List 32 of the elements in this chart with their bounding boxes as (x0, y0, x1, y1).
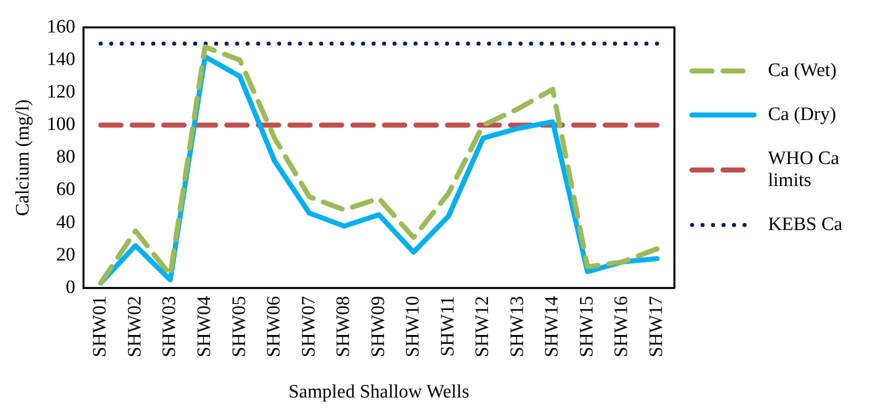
y-axis-title: Calcium (mg/l) (12, 99, 34, 216)
x-tick-label: SHW12 (472, 296, 494, 358)
y-tick-label: 80 (56, 146, 76, 168)
x-tick-label: SHW15 (576, 296, 598, 358)
y-tick-label: 0 (66, 276, 76, 298)
x-tick-label: SHW11 (437, 296, 458, 357)
y-tick-label: 100 (46, 114, 76, 136)
x-tick-label: SHW07 (298, 296, 320, 358)
y-tick-label: 120 (46, 82, 76, 103)
x-axis-title: Sampled Shallow Wells (288, 382, 470, 403)
y-tick-label: 60 (56, 179, 76, 200)
x-tick-label: SHW03 (159, 296, 180, 358)
legend-label: Ca (Dry) (768, 104, 836, 126)
x-tick-label: SHW17 (646, 296, 668, 358)
x-tick-label: SHW13 (506, 296, 528, 358)
x-tick-label: SHW04 (194, 295, 215, 358)
x-tick-label: SHW01 (90, 296, 111, 358)
x-tick-label: SHW05 (228, 296, 250, 358)
x-tick-label: SHW10 (402, 296, 424, 358)
x-tick-label: SHW14 (542, 295, 563, 358)
y-tick-label: 20 (56, 244, 76, 266)
y-tick-label: 140 (46, 48, 76, 70)
x-tick-label: SHW16 (611, 296, 632, 358)
legend-label: WHO Ca limits (768, 148, 840, 192)
x-tick-label: SHW02 (124, 296, 146, 358)
x-tick-label: SHW09 (368, 296, 389, 358)
y-tick-label: 40 (56, 212, 76, 233)
legend-label: KEBS Ca (768, 214, 842, 236)
x-tick-label: SHW08 (333, 296, 354, 358)
x-tick-label: SHW06 (264, 296, 285, 358)
y-tick-label: 160 (46, 16, 76, 38)
legend-label: Ca (Wet) (768, 60, 837, 82)
